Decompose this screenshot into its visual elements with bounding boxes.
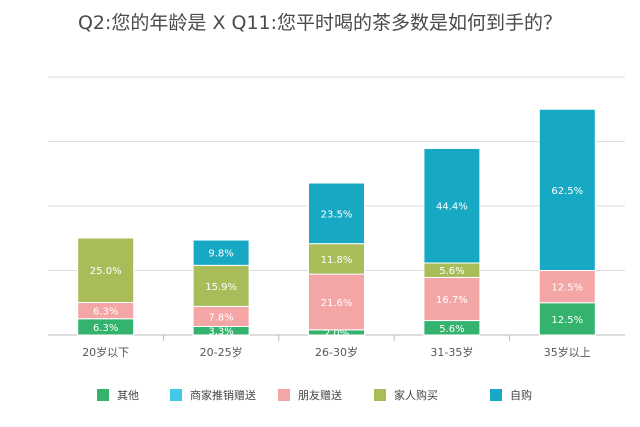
x-tick-label: 35岁以上 xyxy=(544,345,591,359)
bar-segment xyxy=(77,237,135,303)
x-tick-label: 26-30岁 xyxy=(315,345,358,359)
bar-segment xyxy=(308,243,365,275)
data-label: 5.6% xyxy=(439,324,464,335)
legend-label: 商家推销赠送 xyxy=(190,388,256,402)
data-label: 62.5% xyxy=(551,186,583,197)
data-label: 25.0% xyxy=(90,266,122,277)
legend-swatch xyxy=(374,389,386,401)
bar-segment xyxy=(423,147,481,264)
data-label: 7.8% xyxy=(208,312,233,323)
x-tick-label: 20岁以下 xyxy=(82,345,129,359)
bar-segment xyxy=(538,108,596,271)
data-label: 12.5% xyxy=(551,315,583,326)
bar-segment xyxy=(423,276,481,322)
data-label: 6.3% xyxy=(93,307,118,318)
data-label: 2.0% xyxy=(324,328,349,339)
data-label: 9.8% xyxy=(208,249,233,260)
legend-label: 自购 xyxy=(510,388,532,402)
data-label: 5.6% xyxy=(439,266,464,277)
data-label: 21.6% xyxy=(321,298,353,309)
data-label: 15.9% xyxy=(205,282,237,293)
legend-swatch xyxy=(278,389,290,401)
legend-label: 朋友赠送 xyxy=(298,388,342,402)
bar-segment xyxy=(538,302,596,336)
data-label: 11.8% xyxy=(321,255,353,266)
data-label: 3.3% xyxy=(208,327,233,338)
data-label: 12.5% xyxy=(551,283,583,294)
legend-swatch xyxy=(97,389,109,401)
bar-segment xyxy=(308,273,365,331)
data-label: 16.7% xyxy=(436,295,468,306)
bar-segment xyxy=(538,270,596,304)
chart-title: Q2:您的年龄是 X Q11:您平时喝的茶多数是如何到手的？ xyxy=(77,12,563,34)
bar-segment xyxy=(192,239,250,266)
data-label: 6.3% xyxy=(93,323,118,334)
bar-segment xyxy=(192,264,250,307)
data-label: 44.4% xyxy=(436,202,468,213)
data-label: 23.5% xyxy=(321,209,353,220)
legend-label: 其他 xyxy=(117,389,139,402)
legend-swatch xyxy=(490,389,502,401)
legend-swatch xyxy=(170,389,182,401)
x-tick-label: 20-25岁 xyxy=(200,345,243,359)
legend-label: 家人购买 xyxy=(394,388,438,402)
bar-segment xyxy=(308,182,365,245)
x-tick-label: 31-35岁 xyxy=(430,345,473,359)
